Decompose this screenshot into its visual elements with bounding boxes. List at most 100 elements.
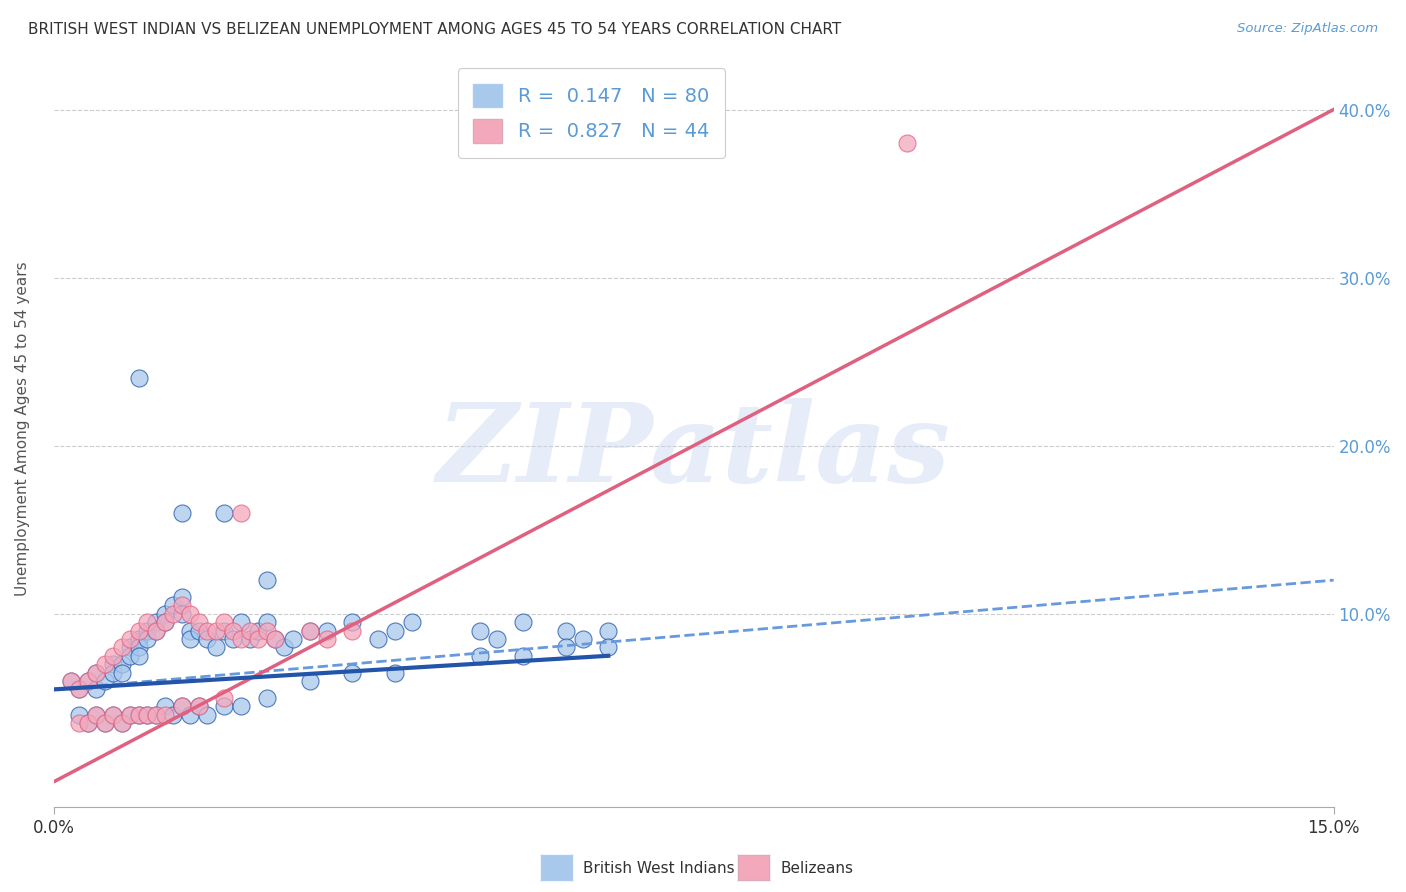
Point [342,665,364,680]
Point [120,707,142,722]
Point [162,599,184,613]
Point [247,624,270,638]
Point [231,506,253,520]
Point [76,716,98,731]
Point [315,624,337,638]
Point [128,648,150,663]
Point [128,624,150,638]
Point [384,624,406,638]
Point [231,615,253,629]
Text: BRITISH WEST INDIAN VS BELIZEAN UNEMPLOYMENT AMONG AGES 45 TO 54 YEARS CORRELATI: BRITISH WEST INDIAN VS BELIZEAN UNEMPLOY… [28,22,841,37]
Point [187,699,209,714]
Y-axis label: Unemployment Among Ages 45 to 54 years: Unemployment Among Ages 45 to 54 years [15,261,30,596]
Point [204,624,226,638]
Point [162,607,184,621]
Point [67,716,90,731]
Point [315,632,337,646]
Point [94,716,117,731]
Point [120,632,142,646]
Point [170,699,193,714]
Point [256,573,278,587]
Point [179,707,201,722]
Point [571,632,593,646]
Point [214,506,236,520]
Point [67,707,90,722]
Point [67,682,90,697]
Point [401,615,423,629]
Point [120,707,142,722]
Point [170,607,193,621]
Point [281,632,304,646]
Text: British West Indians: British West Indians [583,862,735,876]
Point [103,657,125,672]
Point [187,615,209,629]
Point [384,665,406,680]
Point [162,707,184,722]
Text: Source: ZipAtlas.com: Source: ZipAtlas.com [1237,22,1378,36]
Point [554,640,576,655]
Point [103,648,125,663]
Point [84,707,107,722]
Point [145,624,167,638]
Point [367,632,389,646]
Legend: R =  0.147   N = 80, R =  0.827   N = 44: R = 0.147 N = 80, R = 0.827 N = 44 [457,68,725,158]
Point [84,665,107,680]
Point [76,716,98,731]
Point [512,615,534,629]
Point [195,707,218,722]
Point [214,699,236,714]
Point [298,624,321,638]
Point [214,690,236,705]
Point [486,632,509,646]
Point [76,673,98,688]
Point [214,615,236,629]
Point [195,624,218,638]
Point [128,371,150,385]
Point [187,699,209,714]
Point [153,707,176,722]
Point [84,665,107,680]
Point [84,707,107,722]
Point [153,699,176,714]
Point [264,632,287,646]
Point [153,615,176,629]
Point [179,607,201,621]
Point [247,632,270,646]
Point [342,624,364,638]
Point [264,632,287,646]
Point [128,707,150,722]
Point [145,707,167,722]
Point [94,657,117,672]
Text: ZIPatlas: ZIPatlas [437,398,950,505]
Point [598,640,620,655]
Point [136,615,159,629]
Point [103,707,125,722]
Point [170,590,193,604]
Point [342,615,364,629]
Point [256,624,278,638]
Point [67,682,90,697]
Point [94,673,117,688]
Point [128,632,150,646]
Point [128,640,150,655]
Point [76,673,98,688]
Point [231,632,253,646]
Point [187,624,209,638]
Point [128,707,150,722]
Point [512,648,534,663]
Point [273,640,295,655]
Point [111,716,134,731]
Point [470,624,492,638]
Point [239,624,262,638]
Point [170,506,193,520]
Point [170,699,193,714]
Point [145,707,167,722]
Point [204,640,226,655]
Point [136,707,159,722]
Point [256,615,278,629]
Point [153,615,176,629]
Point [84,682,107,697]
Point [103,665,125,680]
Point [231,699,253,714]
Point [136,624,159,638]
